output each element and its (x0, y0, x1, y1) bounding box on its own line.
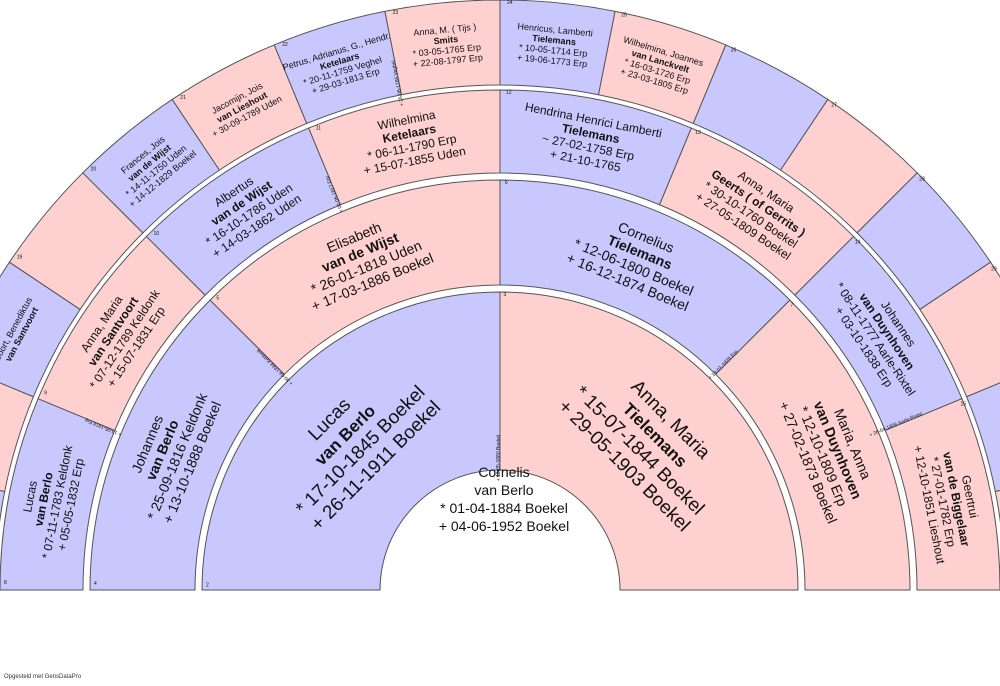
root-person[interactable]: Cornelis van Berlo * 01-04-1884 Boekel +… (419, 463, 589, 535)
ancestor-number-20: 20 (91, 167, 97, 173)
ancestor-number-11: 11 (316, 126, 321, 132)
ancestor-cell-2[interactable] (201, 291, 501, 591)
ancestor-number-27: 27 (831, 103, 837, 109)
ancestor-cell-31[interactable] (994, 475, 1000, 590)
ancestor-number-15: 15 (960, 402, 966, 408)
ancestor-number-29: 29 (991, 266, 997, 272)
ancestor-number-28: 28 (919, 177, 925, 183)
ancestor-cell-15[interactable] (884, 398, 1000, 591)
root-given: Cornelis (478, 464, 530, 480)
ancestor-number-4: 4 (94, 581, 97, 587)
ancestor-number-25: 25 (621, 13, 627, 19)
ancestor-number-6: 6 (505, 180, 508, 186)
ancestor-number-9: 9 (44, 391, 47, 397)
ancestor-surname-24: Tielemans (532, 33, 577, 47)
ancestor-number-21: 21 (180, 95, 186, 101)
ancestor-number-19: 19 (17, 255, 23, 261)
ancestor-number-22: 22 (282, 42, 288, 48)
root-surname: van Berlo (474, 482, 534, 498)
ancestor-cell-3[interactable] (499, 291, 799, 591)
ancestor-cell-7[interactable] (714, 299, 911, 591)
ancestor-number-5: 5 (216, 295, 219, 301)
ancestor-surname-23: Smits (433, 34, 458, 46)
ancestor-number-2: 2 (206, 582, 209, 588)
ancestor-number-23: 23 (393, 10, 399, 16)
marriage-note: + 13-05-1880 Boekel (496, 435, 502, 482)
ancestor-number-10: 10 (154, 231, 160, 237)
root-birth: * 01-04-1884 Boekel (440, 500, 568, 516)
root-death: + 04-06-1952 Boekel (438, 518, 570, 534)
footer-credit: Opgesteld met GensDataPro (4, 674, 82, 680)
ancestor-number-8: 8 (4, 580, 7, 586)
ancestor-number-7: 7 (791, 302, 794, 308)
ancestor-number-24: 24 (507, 0, 513, 6)
ancestor-cells (0, 0, 1000, 591)
ancestor-number-13: 13 (695, 130, 701, 136)
ancestor-number-14: 14 (855, 240, 861, 246)
ancestor-given-8: Lucas (20, 479, 40, 513)
ancestor-number-26: 26 (731, 47, 737, 53)
ancestor-number-3: 3 (504, 292, 507, 298)
ancestor-number-12: 12 (506, 90, 512, 96)
